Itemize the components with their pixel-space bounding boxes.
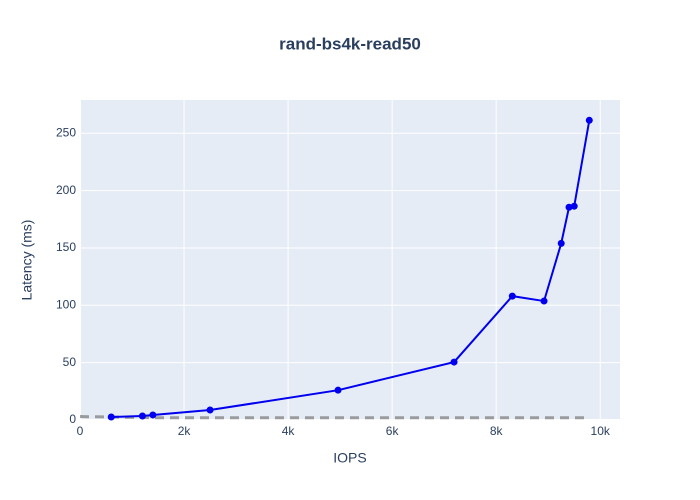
data-point <box>585 116 593 124</box>
series-line <box>79 415 590 420</box>
x-axis-title: IOPS <box>333 450 366 466</box>
data-point <box>206 406 214 414</box>
y-tick-label: 150 <box>56 240 76 254</box>
data-point <box>540 297 548 305</box>
x-tick-label: 2k <box>178 424 192 438</box>
y-tick-label: 0 <box>69 412 76 426</box>
data-point <box>138 412 146 420</box>
data-point <box>107 413 115 421</box>
y-axis-title: Latency (ms) <box>19 220 35 301</box>
data-point <box>570 202 578 210</box>
data-point <box>149 411 157 419</box>
x-tick-label: 0 <box>77 424 84 438</box>
y-tick-label: 250 <box>56 125 76 139</box>
data-point <box>450 358 458 366</box>
y-tick-label: 100 <box>56 297 76 311</box>
data-point <box>565 203 573 211</box>
data-point <box>557 239 565 247</box>
data-point <box>334 386 342 394</box>
x-tick-label: 10k <box>591 424 611 438</box>
chart-title: rand-bs4k-read50 <box>279 34 421 53</box>
data-point <box>508 292 516 300</box>
x-tick-label: 8k <box>490 424 504 438</box>
x-tick-label: 6k <box>386 424 400 438</box>
y-tick-label: 50 <box>63 355 77 369</box>
plot-area <box>80 100 620 420</box>
y-tick-label: 200 <box>56 183 76 197</box>
x-tick-label: 4k <box>282 424 296 438</box>
